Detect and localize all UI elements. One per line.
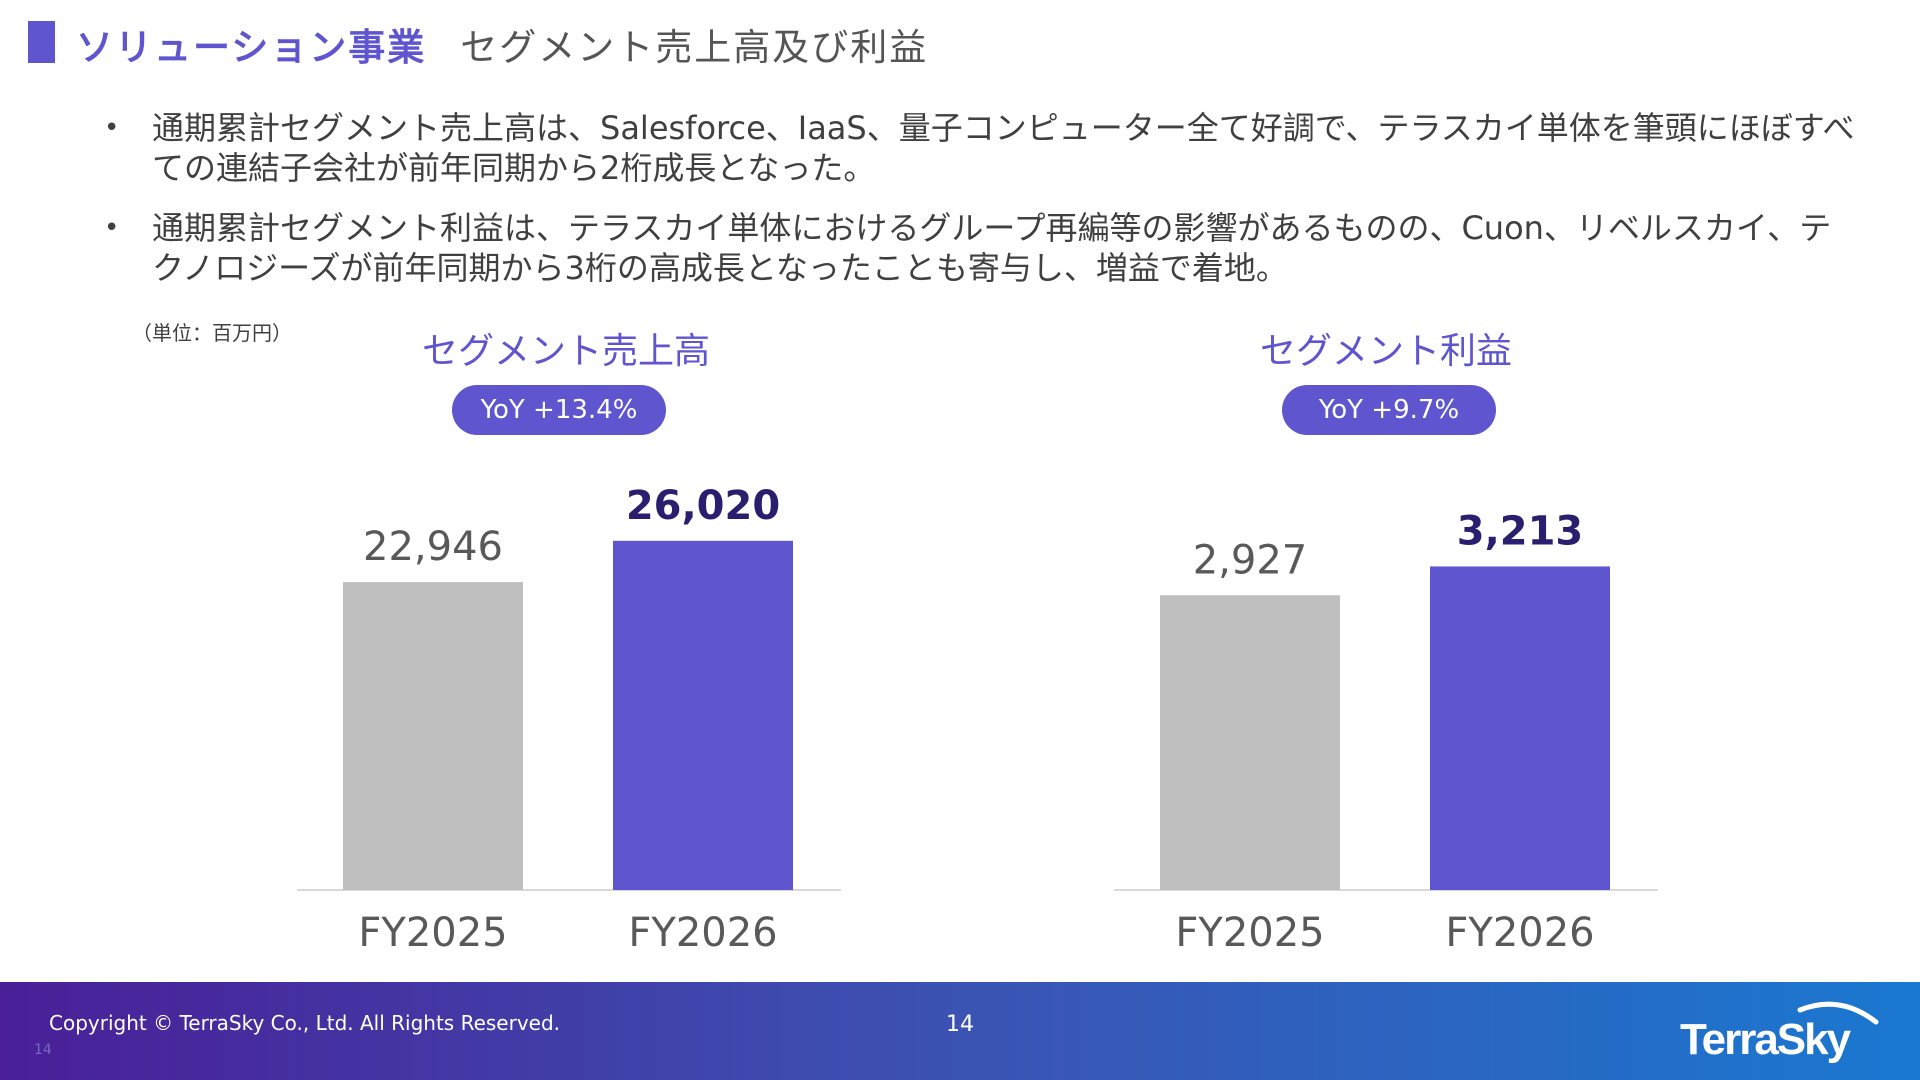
page-number: 14	[946, 1012, 974, 1037]
bullet-item: • 通期累計セグメント利益は、テラスカイ単体におけるグループ再編等の影響があるも…	[100, 208, 1860, 288]
tick-label-fy2025: FY2025	[1175, 910, 1324, 956]
chart-title-sales: セグメント売上高	[421, 331, 710, 372]
yoy-badge-profit: YoY +9.7%	[1282, 385, 1496, 435]
data-label-fy2026: 26,020	[626, 483, 780, 529]
bar-fy2025	[343, 582, 523, 890]
tick-label-fy2026: FY2026	[628, 910, 777, 956]
sales-bar-chart: 22,946 FY2025 26,020 FY2026	[297, 483, 841, 956]
yoy-badge-sales: YoY +13.4%	[452, 385, 666, 435]
data-label-fy2025: 22,946	[363, 524, 503, 570]
unit-label: （単位：百万円）	[132, 321, 292, 345]
chart-title-profit: セグメント利益	[1259, 331, 1512, 372]
tick-label-fy2026: FY2026	[1445, 910, 1594, 956]
data-label-fy2025: 2,927	[1193, 537, 1308, 583]
bullet-item: • 通期累計セグメント売上高は、Salesforce、IaaS、量子コンピュータ…	[100, 108, 1860, 188]
title-accent-bar	[28, 21, 55, 63]
bar-fy2026	[1430, 566, 1610, 890]
page-title-sub: セグメント売上高及び利益	[460, 26, 929, 69]
summary-bullets: • 通期累計セグメント売上高は、Salesforce、IaaS、量子コンピュータ…	[100, 108, 1860, 308]
data-label-fy2026: 3,213	[1457, 508, 1584, 554]
footer-small-number: 14	[34, 1042, 52, 1058]
bullet-dot-icon: •	[104, 213, 120, 243]
page-title: ソリューション事業 セグメント売上高及び利益	[76, 20, 929, 69]
svg-text:TerraSky: TerraSky	[1680, 1015, 1852, 1064]
bullet-text: 通期累計セグメント利益は、テラスカイ単体におけるグループ再編等の影響があるものの…	[152, 209, 1832, 287]
footer: 14 Copyright © TerraSky Co., Ltd. All Ri…	[0, 982, 1920, 1080]
terrasky-logo-icon: TerraSky	[1680, 1001, 1879, 1064]
bar-fy2025	[1160, 595, 1340, 890]
tick-label-fy2025: FY2025	[358, 910, 507, 956]
bullet-dot-icon: •	[104, 113, 120, 143]
bar-fy2026	[613, 540, 793, 890]
bullet-text: 通期累計セグメント売上高は、Salesforce、IaaS、量子コンピューター全…	[152, 109, 1855, 187]
footer-copyright: Copyright © TerraSky Co., Ltd. All Right…	[49, 1011, 561, 1035]
profit-bar-chart: 2,927 FY2025 3,213 FY2026	[1114, 508, 1658, 956]
page-title-main: ソリューション事業	[76, 26, 427, 69]
